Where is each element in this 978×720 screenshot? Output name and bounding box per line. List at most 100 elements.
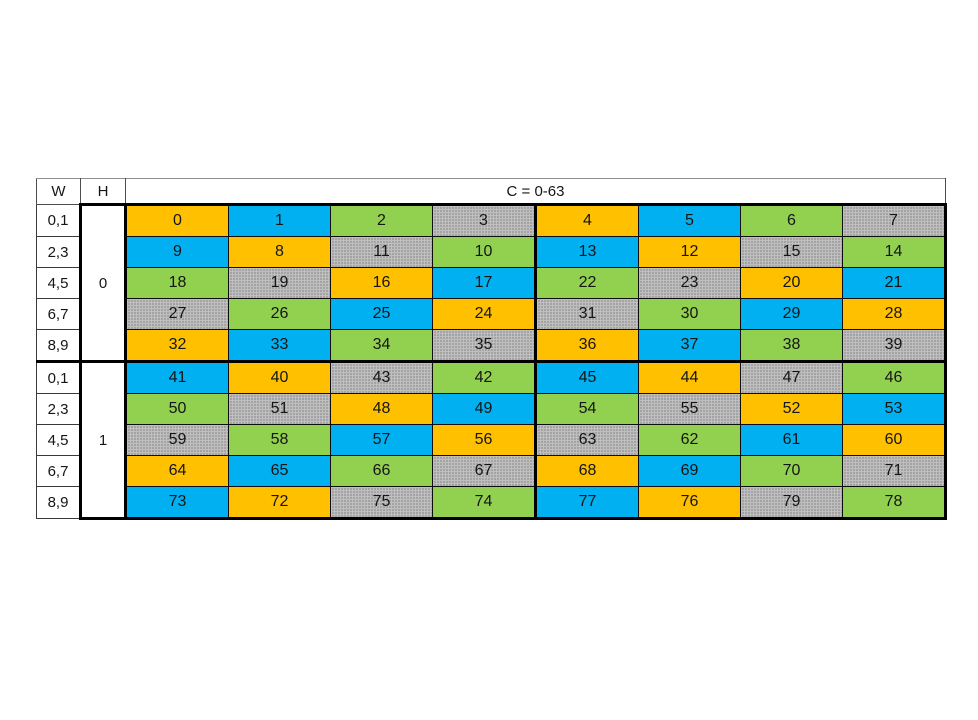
value-cell: 27: [125, 298, 229, 330]
value-cell: 37: [638, 329, 741, 363]
value-cell: 61: [740, 424, 843, 456]
w-label: 6,7: [36, 298, 81, 330]
w-label: 6,7: [36, 455, 81, 487]
value-cell: 36: [534, 329, 639, 363]
value-cell: 45: [534, 360, 639, 394]
value-cell: 28: [842, 298, 947, 330]
table-row: 2,3 50 51 48 49 54 55 52 53: [36, 393, 947, 425]
h-label: 1: [79, 360, 127, 520]
value-cell: 30: [638, 298, 741, 330]
value-cell: 75: [330, 486, 433, 520]
value-cell: 6: [740, 203, 843, 237]
value-cell: 10: [432, 236, 536, 268]
table-row: 2,3 9 8 11 10 13 12 15 14: [36, 236, 947, 268]
value-cell: 62: [638, 424, 741, 456]
value-cell: 31: [534, 298, 639, 330]
value-cell: 58: [228, 424, 331, 456]
value-cell: 40: [228, 360, 331, 394]
value-cell: 53: [842, 393, 947, 425]
value-cell: 14: [842, 236, 947, 268]
value-cell: 41: [125, 360, 229, 394]
h-column-header: H: [80, 178, 126, 205]
value-cell: 7: [842, 203, 947, 237]
value-cell: 44: [638, 360, 741, 394]
table-row: 6,7 64 65 66 67 68 69 70 71: [36, 455, 947, 487]
table-row: 6,7 27 26 25 24 31 30 29 28: [36, 298, 947, 330]
value-cell: 18: [125, 267, 229, 299]
value-cell: 49: [432, 393, 536, 425]
value-cell: 38: [740, 329, 843, 363]
value-cell: 39: [842, 329, 947, 363]
value-cell: 11: [330, 236, 433, 268]
value-cell: 48: [330, 393, 433, 425]
value-cell: 56: [432, 424, 536, 456]
h-label: 0: [79, 203, 127, 363]
value-cell: 12: [638, 236, 741, 268]
value-cell: 76: [638, 486, 741, 520]
w-label: 8,9: [36, 329, 81, 362]
color-mapping-table: W H C = 0-63 0,1 0 0 1 2 3 4 5 6 7 2,3 9 8 11 10 13 12 15…: [36, 178, 947, 520]
value-cell: 3: [432, 203, 536, 237]
value-cell: 64: [125, 455, 229, 487]
header-row: W H C = 0-63: [36, 178, 946, 205]
w-label: 2,3: [36, 393, 81, 425]
value-cell: 50: [125, 393, 229, 425]
value-cell: 51: [228, 393, 331, 425]
value-cell: 1: [228, 203, 331, 237]
value-cell: 9: [125, 236, 229, 268]
w-label: 0,1: [36, 360, 81, 394]
w-label: 4,5: [36, 424, 81, 456]
value-cell: 13: [534, 236, 639, 268]
value-cell: 72: [228, 486, 331, 520]
value-cell: 66: [330, 455, 433, 487]
value-cell: 74: [432, 486, 536, 520]
w-column-header: W: [36, 178, 81, 205]
value-cell: 52: [740, 393, 843, 425]
value-cell: 20: [740, 267, 843, 299]
value-cell: 68: [534, 455, 639, 487]
value-cell: 34: [330, 329, 433, 363]
value-cell: 79: [740, 486, 843, 520]
value-cell: 5: [638, 203, 741, 237]
value-cell: 0: [125, 203, 229, 237]
value-cell: 60: [842, 424, 947, 456]
value-cell: 47: [740, 360, 843, 394]
value-cell: 57: [330, 424, 433, 456]
value-cell: 46: [842, 360, 947, 394]
value-cell: 70: [740, 455, 843, 487]
value-cell: 43: [330, 360, 433, 394]
value-cell: 21: [842, 267, 947, 299]
value-cell: 54: [534, 393, 639, 425]
table-row: 8,9 73 72 75 74 77 76 79 78: [36, 486, 947, 520]
c-range-header: C = 0-63: [125, 178, 946, 205]
value-cell: 23: [638, 267, 741, 299]
value-cell: 55: [638, 393, 741, 425]
value-cell: 17: [432, 267, 536, 299]
table-row: 0,1 1 41 40 43 42 45 44 47 46: [36, 360, 947, 520]
value-cell: 16: [330, 267, 433, 299]
value-cell: 29: [740, 298, 843, 330]
w-label: 0,1: [36, 204, 81, 237]
value-cell: 24: [432, 298, 536, 330]
value-cell: 77: [534, 486, 639, 520]
value-cell: 26: [228, 298, 331, 330]
value-cell: 59: [125, 424, 229, 456]
w-label: 2,3: [36, 236, 81, 268]
table-row: 4,5 18 19 16 17 22 23 20 21: [36, 267, 947, 299]
value-cell: 22: [534, 267, 639, 299]
w-label: 8,9: [36, 486, 81, 519]
value-cell: 19: [228, 267, 331, 299]
value-cell: 69: [638, 455, 741, 487]
table-row: 8,9 32 33 34 35 36 37 38 39: [36, 329, 947, 363]
value-cell: 63: [534, 424, 639, 456]
value-cell: 73: [125, 486, 229, 520]
value-cell: 32: [125, 329, 229, 363]
value-cell: 4: [534, 203, 639, 237]
value-cell: 67: [432, 455, 536, 487]
value-cell: 35: [432, 329, 536, 363]
value-cell: 8: [228, 236, 331, 268]
value-cell: 42: [432, 360, 536, 394]
value-cell: 71: [842, 455, 947, 487]
table-row: 4,5 59 58 57 56 63 62 61 60: [36, 424, 947, 456]
